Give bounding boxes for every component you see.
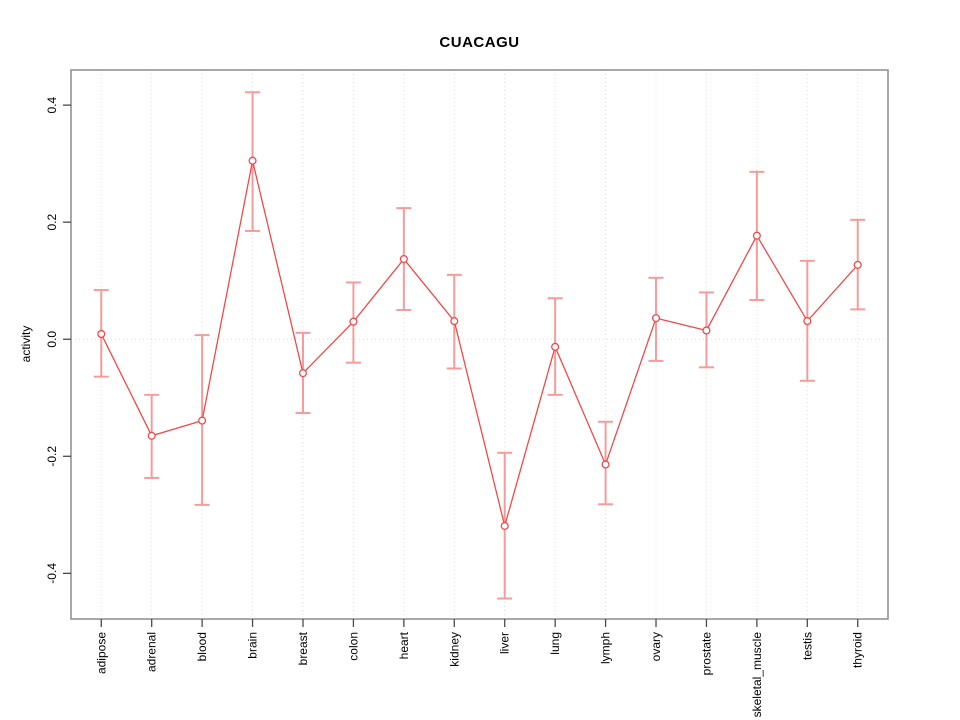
x-tick-label: adipose [94, 632, 108, 674]
x-tick-label: colon [346, 632, 360, 661]
data-point [853, 260, 862, 269]
x-tick-label: lymph [599, 632, 613, 664]
x-tick-label: liver [498, 632, 512, 654]
x-tick-label: testis [800, 632, 814, 660]
y-axis-label: activity [19, 325, 33, 363]
x-tick-label: heart [397, 631, 411, 659]
y-tick-label: 0.0 [45, 331, 59, 348]
y-tick-label: 0.2 [45, 214, 59, 231]
x-tick-label: breast [296, 631, 310, 665]
x-tick-label: skeletal_muscle [750, 632, 764, 718]
data-point [752, 231, 761, 240]
x-tick-label: lung [548, 632, 562, 655]
y-tick-label: -0.2 [45, 446, 59, 467]
x-tick-label: adrenal [145, 632, 159, 672]
data-point [450, 317, 459, 326]
y-tick-label: -0.4 [45, 563, 59, 584]
data-point [248, 156, 257, 165]
data-series-line [100, 160, 859, 529]
x-tick-label: blood [195, 632, 209, 661]
x-tick-label: thyroid [851, 632, 865, 668]
data-point [803, 317, 812, 326]
data-point [147, 431, 156, 440]
data-point [349, 317, 358, 326]
x-tick-label: kidney [447, 632, 461, 667]
plot-box [70, 69, 889, 620]
data-point [500, 521, 509, 530]
data-point [702, 326, 711, 335]
x-tick-label: ovary [649, 632, 663, 661]
data-point [601, 460, 610, 469]
data-point [97, 329, 106, 339]
data-point [198, 416, 207, 425]
x-tick-label: prostate [699, 632, 713, 676]
y-tick-label: 0.4 [45, 96, 59, 113]
data-point [298, 369, 308, 378]
x-tick-label: brain [246, 632, 260, 659]
data-point [399, 254, 408, 264]
chart-title: CUACAGU [439, 34, 520, 51]
data-point [651, 314, 661, 323]
data-point [551, 342, 560, 351]
